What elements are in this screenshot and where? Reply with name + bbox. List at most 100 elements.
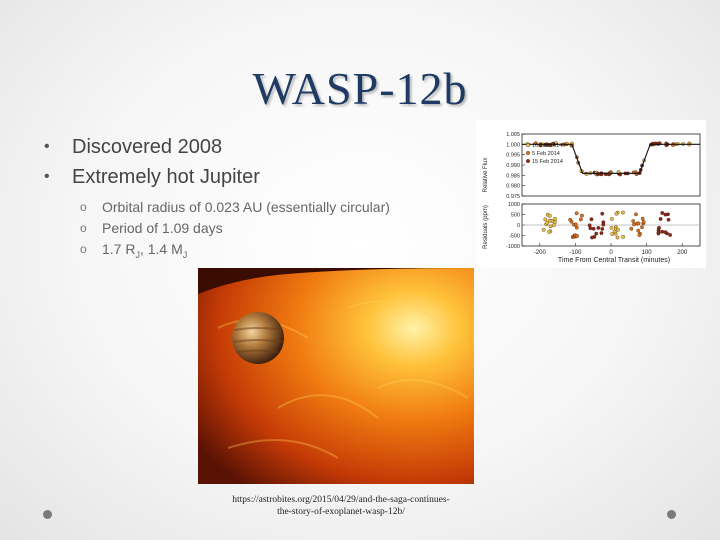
sub-bullet-glyph: o [80, 221, 87, 235]
sub-bullet-list: o Orbital radius of 0.023 AU (essentiall… [78, 197, 390, 266]
residual-data-point [660, 229, 665, 234]
sub-bullet-orbital-radius: o Orbital radius of 0.023 AU (essentiall… [78, 197, 390, 218]
y-axis-label-top: Relative Flux [483, 158, 489, 193]
residual-data-point [594, 231, 599, 236]
corner-dot-left [43, 510, 52, 519]
residual-data-point [578, 217, 583, 222]
residual-data-point [621, 210, 625, 215]
residual-data-point [666, 217, 671, 222]
radius-value: 1.7 R [102, 241, 136, 257]
residual-data-point [636, 221, 641, 226]
corner-dot-right [667, 510, 676, 519]
residual-data-point [610, 232, 615, 236]
sub-bullet-text: Orbital radius of 0.023 AU (essentially … [102, 199, 390, 215]
bullet-hot-jupiter: • Extremely hot Jupiter [44, 162, 260, 192]
y-tick-label-top: 1.005 [506, 132, 520, 138]
x-tick-label: -200 [534, 250, 547, 256]
flux-data-point [565, 141, 569, 146]
residual-data-point [580, 213, 584, 218]
residual-data-point [656, 228, 661, 232]
residual-data-point [612, 229, 617, 234]
x-tick-label: 100 [642, 250, 653, 256]
residual-data-point [621, 234, 625, 239]
legend-entry: 10 Jan 2014 [532, 143, 562, 149]
residual-data-point [660, 211, 665, 215]
y-tick-label-top: 0.995 [506, 153, 520, 159]
residual-data-point [553, 216, 557, 221]
residual-data-point [658, 217, 663, 221]
y-tick-label-bottom: 500 [511, 213, 520, 219]
transit-model-line [522, 143, 700, 174]
residual-data-point [547, 213, 552, 218]
residual-data-point [631, 219, 636, 223]
residual-data-point [543, 217, 548, 222]
residual-data-point [636, 228, 641, 233]
mass-value: , 1.4 M [139, 241, 183, 257]
sub-bullet-text: Period of 1.09 days [102, 220, 223, 236]
residual-data-point [615, 235, 620, 240]
residual-data-point [575, 234, 579, 238]
residual-data-point [641, 220, 646, 224]
bullet-discovered: • Discovered 2008 [44, 132, 260, 162]
y-tick-label-bottom: 0 [517, 223, 520, 229]
bullet-glyph: • [44, 168, 50, 185]
residual-data-point [663, 212, 668, 217]
planet-wasp-12b [232, 312, 284, 364]
y-tick-label-top: 0.980 [506, 184, 520, 190]
residual-data-point [629, 226, 634, 231]
residual-data-point [547, 218, 552, 223]
residual-data-point [632, 222, 636, 227]
residual-data-point [591, 226, 596, 231]
residual-data-point [568, 217, 573, 222]
y-tick-label-top: 0.990 [506, 163, 520, 169]
residual-data-point [663, 230, 668, 235]
x-tick-label: 0 [609, 250, 613, 256]
residual-data-point [614, 211, 619, 216]
sub-bullet-radius-mass: o 1.7 RJ, 1.4 MJ [78, 239, 390, 266]
residual-data-point [587, 223, 592, 228]
residual-data-point [599, 231, 604, 235]
y-tick-label-top: 0.975 [506, 194, 520, 200]
y-tick-label-bottom: -500 [509, 234, 520, 240]
radius-subscript: J [135, 249, 140, 260]
x-tick-label: 200 [677, 250, 688, 256]
transit-light-curve-chart: Relative Flux Residuals (ppm) Time From … [476, 120, 706, 268]
residual-data-point [589, 217, 594, 222]
residual-data-point [634, 212, 638, 217]
residual-data-point [616, 227, 620, 232]
residual-data-point [640, 225, 644, 230]
sub-bullet-glyph: o [80, 200, 87, 214]
sub-bullet-period: o Period of 1.09 days [78, 218, 390, 239]
image-source-caption: https://astrobites.org/2015/04/29/and-th… [206, 494, 476, 518]
residual-data-point [541, 227, 546, 232]
legend-marker [526, 159, 530, 163]
residual-data-point [548, 224, 553, 229]
residual-data-point [590, 235, 594, 240]
residual-data-point [600, 227, 605, 231]
residual-data-point [596, 226, 601, 230]
y-axis-label-bottom: Residuals (ppm) [483, 205, 489, 249]
residual-data-point [573, 222, 578, 227]
residual-data-point [609, 217, 614, 221]
y-tick-label-top: 0.985 [506, 173, 520, 179]
residual-data-point [547, 230, 552, 234]
star-planet-illustration [198, 268, 474, 484]
bullet-glyph: • [44, 138, 50, 155]
residual-data-point [553, 220, 557, 224]
residual-data-point [600, 211, 605, 216]
legend-marker [526, 143, 530, 147]
residual-data-point [574, 211, 579, 216]
sub-bullet-glyph: o [80, 242, 87, 256]
residual-data-point [637, 233, 642, 237]
bullet-list: • Discovered 2008 • Extremely hot Jupite… [44, 132, 260, 192]
legend-entry: 15 Feb 2014 [532, 159, 563, 165]
x-tick-label: -100 [569, 250, 582, 256]
residual-data-point [601, 220, 606, 225]
legend-entry: 5 Feb 2014 [532, 151, 560, 157]
residual-data-point [574, 225, 579, 230]
bullet-text: Extremely hot Jupiter [72, 166, 260, 188]
bullet-text: Discovered 2008 [72, 136, 223, 158]
star-with-planet-image [198, 268, 474, 484]
mass-subscript: J [182, 249, 188, 260]
legend-marker [526, 151, 530, 155]
